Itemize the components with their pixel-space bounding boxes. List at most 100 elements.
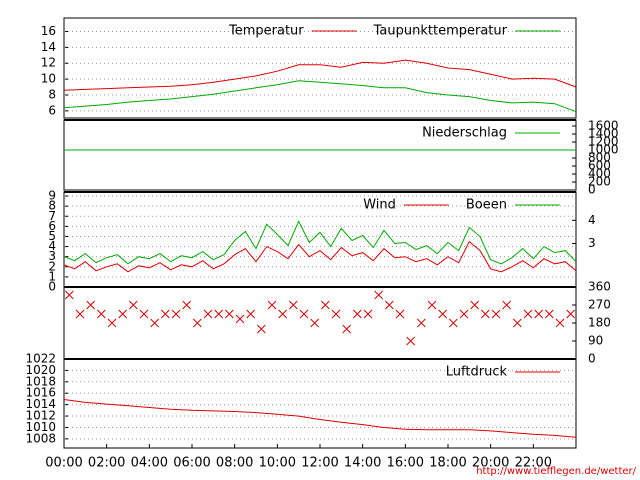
legend-label: Taupunkttemperatur xyxy=(373,24,508,39)
y-tick-label: 10 xyxy=(41,72,56,86)
point xyxy=(384,300,394,310)
point xyxy=(395,309,405,319)
x-tick-label: 10:00 xyxy=(259,456,296,471)
y-tick-label: 0 xyxy=(48,280,56,294)
point xyxy=(171,309,181,319)
y-tick-label: 3 xyxy=(48,249,56,263)
y2-tick-label: 270 xyxy=(588,298,611,312)
legend-label: Temperatur xyxy=(228,24,304,39)
y2-tick-label: 3 xyxy=(588,236,596,250)
point xyxy=(470,300,480,310)
point xyxy=(523,309,533,319)
x-tick-label: 16:00 xyxy=(387,456,424,471)
y2-tick-label: 800 xyxy=(588,151,611,165)
series-line xyxy=(63,220,577,265)
y2-tick-label: 400 xyxy=(588,167,611,181)
point xyxy=(182,300,192,310)
y-tick-label: 1016 xyxy=(25,386,56,400)
y2-tick-label: 180 xyxy=(588,316,611,330)
point xyxy=(224,309,234,319)
point xyxy=(139,309,149,319)
point xyxy=(416,318,426,328)
y-tick-label: 16 xyxy=(41,24,56,38)
y-tick-label: 1012 xyxy=(25,409,56,423)
point xyxy=(267,300,277,310)
point xyxy=(246,309,256,319)
y-tick-label: 1008 xyxy=(25,431,56,445)
point xyxy=(512,318,522,328)
point xyxy=(256,324,266,334)
y-tick-label: 9 xyxy=(48,189,56,203)
point xyxy=(502,300,512,310)
point xyxy=(480,309,490,319)
series-line xyxy=(63,240,577,273)
point xyxy=(128,300,138,310)
y-tick-label: 2 xyxy=(48,259,56,273)
y-tick-label: 1018 xyxy=(25,374,56,388)
y-tick-label: 8 xyxy=(48,199,56,213)
point xyxy=(342,324,352,334)
point xyxy=(491,309,501,319)
y2-tick-label: 600 xyxy=(588,159,611,173)
x-tick-label: 22:00 xyxy=(515,456,552,471)
y-tick-label: 1 xyxy=(48,269,56,283)
y-tick-label: 1014 xyxy=(25,397,56,411)
point xyxy=(118,309,128,319)
series-line xyxy=(63,80,577,113)
y-tick-label: 7 xyxy=(48,209,56,223)
x-tick-label: 08:00 xyxy=(216,456,253,471)
series-line xyxy=(63,399,577,438)
point xyxy=(448,318,458,328)
point xyxy=(363,309,373,319)
y-tick-label: 1020 xyxy=(25,363,56,377)
panel-frame xyxy=(63,286,577,360)
x-tick-label: 18:00 xyxy=(429,456,466,471)
y2-tick-label: 1200 xyxy=(588,135,619,149)
point xyxy=(352,309,362,319)
point xyxy=(64,290,74,300)
y2-tick-label: 90 xyxy=(588,334,603,348)
y-tick-label: 8 xyxy=(48,87,56,101)
point xyxy=(544,309,554,319)
point xyxy=(203,309,213,319)
y-tick-label: 14 xyxy=(41,40,56,54)
point xyxy=(438,309,448,319)
legend-label: Luftdruck xyxy=(446,365,508,380)
point xyxy=(278,309,288,319)
point xyxy=(150,318,160,328)
point xyxy=(566,309,576,319)
point xyxy=(534,309,544,319)
point xyxy=(320,300,330,310)
y2-tick-label: 1400 xyxy=(588,127,619,141)
point xyxy=(331,309,341,319)
y2-tick-label: 1600 xyxy=(588,119,619,133)
y2-tick-label: 0 xyxy=(588,352,596,366)
x-tick-label: 12:00 xyxy=(301,456,338,471)
y2-tick-label: 360 xyxy=(588,280,611,294)
x-tick-label: 14:00 xyxy=(344,456,381,471)
point xyxy=(86,300,96,310)
credit-link[interactable]: http://www.tiefflegen.de/wetter/ xyxy=(476,466,636,477)
point xyxy=(374,290,384,300)
x-tick-label: 00:00 xyxy=(45,456,82,471)
point xyxy=(459,309,469,319)
point xyxy=(214,309,224,319)
point xyxy=(288,300,298,310)
y2-tick-label: 4 xyxy=(588,213,596,227)
legend-label: Boeen xyxy=(466,198,507,213)
y-tick-label: 5 xyxy=(48,229,56,243)
y-tick-label: 1022 xyxy=(25,352,56,366)
point xyxy=(192,318,202,328)
legend-label: Wind xyxy=(363,198,396,213)
point xyxy=(160,309,170,319)
x-tick-label: 20:00 xyxy=(472,456,509,471)
x-tick-label: 06:00 xyxy=(173,456,210,471)
y-tick-label: 12 xyxy=(41,56,56,70)
y-tick-label: 1010 xyxy=(25,420,56,434)
panel-frame xyxy=(63,17,577,119)
point xyxy=(310,318,320,328)
point xyxy=(406,336,416,346)
y2-tick-label: 1000 xyxy=(588,143,619,157)
series-line xyxy=(63,59,577,91)
point xyxy=(299,309,309,319)
